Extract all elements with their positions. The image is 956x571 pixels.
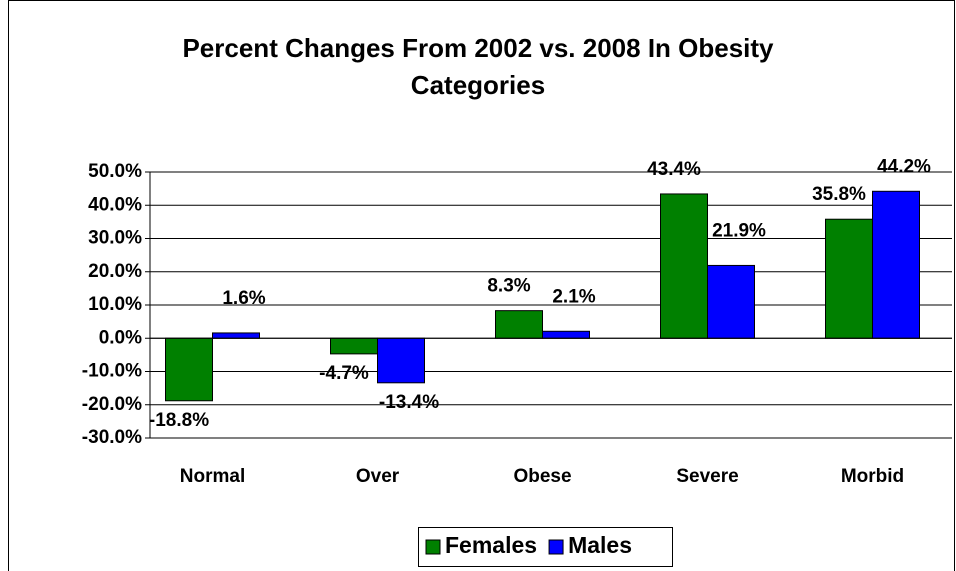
y-tick-label: -10.0% xyxy=(82,361,142,382)
y-tick-label: 40.0% xyxy=(88,194,142,215)
value-label: 1.6% xyxy=(222,288,265,309)
x-tick-label: Morbid xyxy=(841,466,904,487)
bar xyxy=(377,337,425,384)
chart-title: Percent Changes From 2002 vs. 2008 In Ob… xyxy=(182,33,774,100)
y-tick-label: 30.0% xyxy=(88,228,142,249)
y-tick-label: -20.0% xyxy=(82,394,142,415)
bar xyxy=(825,218,873,339)
value-label: 35.8% xyxy=(812,184,866,205)
value-label: 43.4% xyxy=(647,159,701,180)
bar xyxy=(165,337,213,402)
value-label: 44.2% xyxy=(877,156,931,177)
y-tick-label: 10.0% xyxy=(88,294,142,315)
bar xyxy=(660,193,708,339)
y-tick-label: 0.0% xyxy=(99,327,142,348)
value-label: -4.7% xyxy=(319,363,369,384)
legend-swatch xyxy=(548,539,564,555)
chart-border xyxy=(8,0,955,571)
x-tick-label: Normal xyxy=(180,466,245,487)
value-label: 8.3% xyxy=(487,276,530,297)
bar xyxy=(495,310,543,339)
value-label: -18.8% xyxy=(149,410,209,431)
value-label: 21.9% xyxy=(712,220,766,241)
legend-label: Males xyxy=(568,532,632,558)
y-tick-label: 20.0% xyxy=(88,261,142,282)
bar xyxy=(872,190,920,339)
y-tick-label: -30.0% xyxy=(82,427,142,448)
value-label: -13.4% xyxy=(379,392,439,413)
legend-label: Females xyxy=(445,532,537,558)
x-tick-label: Over xyxy=(356,466,400,487)
bar xyxy=(542,330,590,339)
x-tick-label: Severe xyxy=(676,466,738,487)
y-tick-label: 50.0% xyxy=(88,161,142,182)
value-label: 2.1% xyxy=(552,286,595,307)
legend-box xyxy=(418,527,673,567)
bar xyxy=(330,337,378,355)
legend-swatch xyxy=(425,539,441,555)
x-tick-label: Obese xyxy=(513,466,571,487)
bar xyxy=(212,332,260,339)
bar xyxy=(707,264,755,339)
